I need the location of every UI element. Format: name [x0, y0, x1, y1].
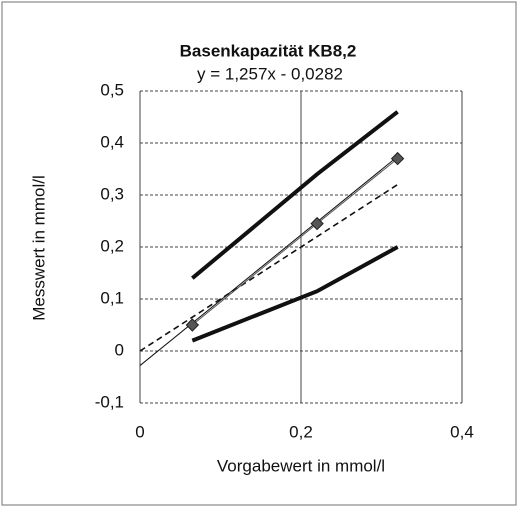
y-tick-label: 0,1 — [100, 288, 124, 307]
chart-subtitle: y = 1,257x - 0,0282 — [197, 64, 343, 83]
data-point — [310, 216, 324, 231]
y-tick-label: -0,1 — [95, 392, 124, 411]
chart-title: Basenkapazität KB8,2 — [180, 41, 357, 60]
data-point — [390, 151, 405, 166]
data-point — [185, 318, 200, 332]
x-axis-label: Vorgabewert in mmol/l — [217, 456, 385, 475]
x-tick-label: 0,2 — [289, 422, 313, 441]
y-axis-label: Messwert in mmol/l — [29, 175, 48, 320]
x-tick-label: 0 — [135, 422, 144, 441]
y-tick-label: 0 — [115, 340, 124, 359]
series-line — [191, 110, 399, 280]
y-tick-label: 0,3 — [100, 184, 124, 203]
y-tick-label: 0,5 — [100, 80, 124, 99]
x-tick-label: 0,4 — [450, 422, 474, 441]
y-tick-label: 0,2 — [100, 236, 124, 255]
series-line — [191, 245, 399, 343]
y-tick-label: 0,4 — [100, 132, 124, 151]
series-line — [139, 183, 399, 352]
series-line — [139, 156, 398, 366]
